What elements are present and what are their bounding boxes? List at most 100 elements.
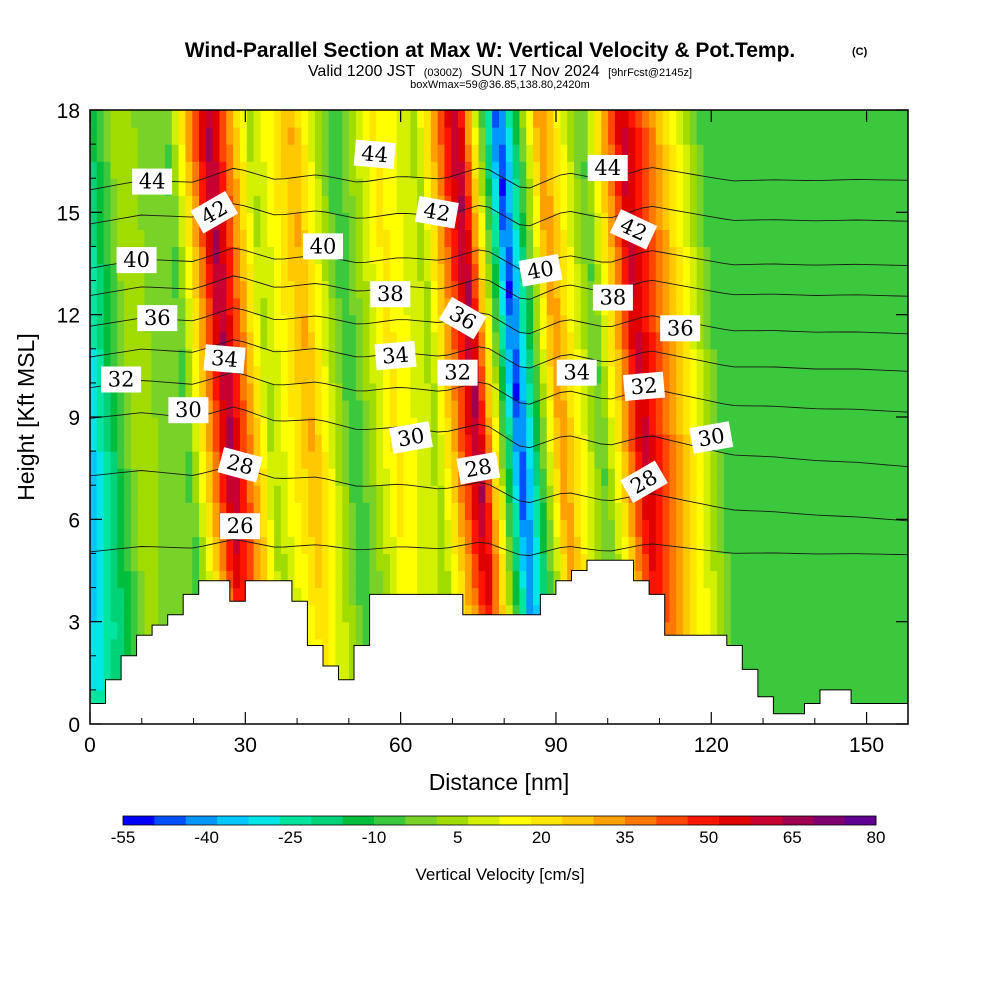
velocity-cell bbox=[758, 127, 766, 145]
velocity-cell bbox=[560, 468, 568, 486]
velocity-cell bbox=[696, 502, 705, 520]
velocity-cell bbox=[342, 587, 350, 606]
velocity-cell bbox=[778, 144, 786, 162]
velocity-cell bbox=[103, 127, 112, 145]
velocity-cell bbox=[703, 348, 711, 367]
velocity-cell bbox=[137, 195, 146, 213]
velocity-cell bbox=[410, 263, 418, 282]
velocity-cell bbox=[771, 110, 780, 128]
velocity-cell bbox=[505, 485, 514, 503]
velocity-cell bbox=[499, 587, 507, 606]
velocity-cell bbox=[294, 110, 302, 128]
velocity-cell bbox=[553, 229, 561, 248]
velocity-cell bbox=[355, 587, 364, 606]
velocity-cell bbox=[642, 331, 650, 350]
velocity-cell bbox=[846, 314, 855, 333]
velocity-cell bbox=[471, 144, 480, 162]
velocity-cell bbox=[246, 246, 255, 265]
velocity-cell bbox=[587, 399, 596, 418]
velocity-cell bbox=[144, 587, 152, 606]
velocity-cell bbox=[349, 348, 357, 367]
velocity-cell bbox=[764, 434, 773, 452]
velocity-cell bbox=[185, 519, 193, 537]
velocity-cell bbox=[137, 485, 146, 503]
velocity-cell bbox=[301, 417, 309, 435]
velocity-cell bbox=[533, 297, 541, 316]
velocity-cell bbox=[505, 451, 514, 469]
velocity-cell bbox=[96, 229, 105, 248]
velocity-cell bbox=[158, 399, 166, 418]
velocity-cell bbox=[683, 365, 691, 384]
velocity-cell bbox=[853, 348, 861, 367]
velocity-cell bbox=[608, 348, 616, 367]
velocity-cell bbox=[778, 178, 786, 196]
velocity-cell bbox=[880, 212, 889, 230]
velocity-cell bbox=[839, 212, 848, 230]
x-tick-label: 90 bbox=[544, 734, 567, 757]
velocity-cell bbox=[430, 229, 439, 248]
velocity-cell bbox=[655, 451, 664, 469]
velocity-cell bbox=[546, 536, 555, 555]
velocity-cell bbox=[621, 144, 630, 162]
velocity-cell bbox=[342, 382, 350, 401]
velocity-cell bbox=[860, 127, 868, 145]
velocity-cell bbox=[655, 434, 664, 452]
velocity-cell bbox=[458, 485, 466, 503]
velocity-cell bbox=[901, 161, 908, 179]
velocity-cell bbox=[260, 451, 268, 469]
velocity-cell bbox=[171, 502, 180, 520]
velocity-cell bbox=[723, 587, 732, 606]
velocity-cell bbox=[744, 587, 752, 606]
velocity-cell bbox=[349, 365, 357, 384]
velocity-cell bbox=[199, 263, 207, 282]
velocity-cell bbox=[287, 570, 296, 589]
velocity-cell bbox=[437, 246, 446, 265]
velocity-cell bbox=[178, 434, 187, 452]
velocity-cell bbox=[833, 144, 841, 162]
velocity-cell bbox=[683, 434, 691, 452]
velocity-cell bbox=[464, 144, 473, 162]
velocity-cell bbox=[533, 246, 541, 265]
velocity-cell bbox=[737, 382, 745, 401]
velocity-cell bbox=[533, 178, 541, 196]
subtitle-date: SUN 17 Nov 2024 bbox=[471, 63, 600, 80]
velocity-cell bbox=[369, 127, 377, 145]
velocity-cell bbox=[110, 485, 118, 503]
velocity-cell bbox=[410, 570, 418, 589]
velocity-cell bbox=[355, 331, 364, 350]
velocity-cell bbox=[533, 144, 541, 162]
velocity-cell bbox=[594, 382, 602, 401]
velocity-cell bbox=[764, 297, 773, 316]
velocity-cell bbox=[839, 621, 848, 640]
velocity-cell bbox=[253, 417, 262, 435]
velocity-cell bbox=[683, 110, 691, 128]
velocity-cell bbox=[689, 502, 698, 520]
velocity-cell bbox=[403, 195, 411, 213]
velocity-cell bbox=[894, 297, 902, 316]
velocity-cell bbox=[403, 212, 411, 230]
velocity-cell bbox=[873, 246, 882, 265]
velocity-cell bbox=[546, 382, 555, 401]
velocity-cell bbox=[464, 161, 473, 179]
velocity-cell bbox=[171, 570, 180, 589]
velocity-cell bbox=[669, 212, 677, 230]
velocity-cell bbox=[267, 178, 275, 196]
velocity-cell bbox=[676, 604, 684, 623]
velocity-cell bbox=[662, 451, 671, 469]
velocity-cell bbox=[287, 382, 296, 401]
velocity-cell bbox=[703, 536, 711, 555]
velocity-cell bbox=[117, 434, 125, 452]
velocity-cell bbox=[723, 399, 732, 418]
velocity-cell bbox=[410, 399, 418, 418]
velocity-cell bbox=[887, 144, 895, 162]
velocity-cell bbox=[608, 399, 616, 418]
velocity-cell bbox=[389, 263, 398, 282]
velocity-cell bbox=[867, 161, 875, 179]
velocity-cell bbox=[887, 127, 895, 145]
velocity-cell bbox=[580, 229, 589, 248]
velocity-cell bbox=[369, 246, 377, 265]
velocity-cell bbox=[505, 314, 514, 333]
velocity-cell bbox=[253, 348, 262, 367]
velocity-cell bbox=[887, 263, 895, 282]
